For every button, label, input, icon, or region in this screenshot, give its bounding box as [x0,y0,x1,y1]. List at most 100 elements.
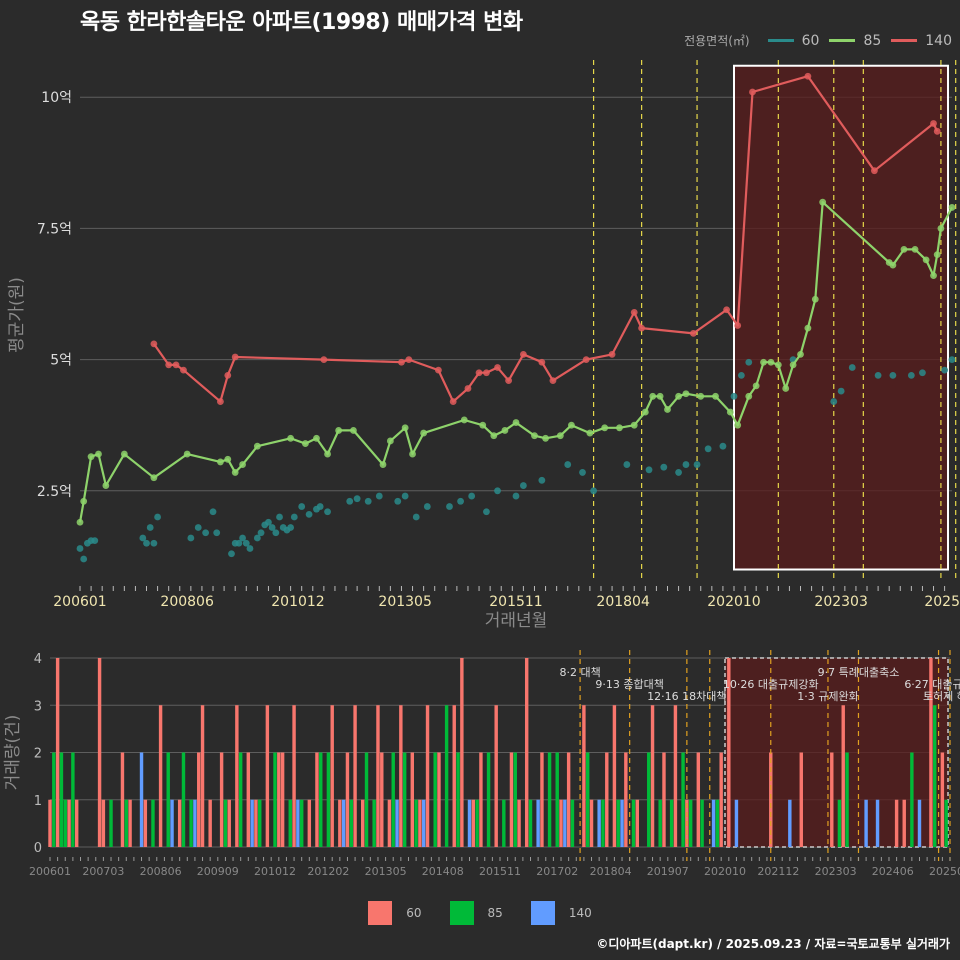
volume-bar-85 [837,799,842,847]
volume-bar-140 [170,799,174,847]
volume-bar-60 [128,799,132,847]
volume-bar-60 [330,705,334,847]
volume-bar-140 [875,799,880,847]
point-85 [804,324,812,332]
point-85 [335,427,343,434]
volume-bar-60 [307,799,312,847]
volume-bar-85 [845,752,849,847]
point-85 [937,225,945,232]
point-60 [446,503,453,510]
point-85 [697,392,705,400]
volume-bar-140 [395,799,399,847]
volume-bar-85 [944,799,948,847]
point-85 [239,461,246,468]
volume-bar-85 [349,799,353,847]
chart-title: 옥동 한라한솔타운 아파트(1998) 매매가격 변화 [80,10,523,35]
point-60 [235,539,243,547]
volume-bar-60 [353,705,357,847]
volume-bar-60 [246,752,251,847]
point-60 [889,371,897,379]
volume-bar-60 [338,799,342,847]
point-85 [900,246,908,253]
point-85 [760,358,767,366]
volume-bar-60 [635,799,639,847]
volume-xtick-label: 201702 [536,865,578,878]
volume-bar-60 [410,752,414,847]
volume-bar-60 [120,752,125,847]
volume-bar-60 [380,752,384,847]
point-85 [664,406,671,413]
point-140 [582,356,590,364]
volume-xtick-label: 201804 [590,865,632,878]
volume-bar-60 [74,799,79,847]
volume-bar-85 [414,799,418,847]
volume-bar-85 [486,752,491,847]
volume-bar-85 [570,799,575,847]
point-85 [401,424,409,432]
volume-bar-85 [616,799,620,847]
point-60 [457,497,464,505]
point-140 [320,356,328,364]
point-60 [139,534,147,542]
volume-xtick-label: 200909 [197,865,239,878]
point-85 [386,437,394,445]
volume-bar-85 [700,799,704,847]
point-85 [811,295,819,303]
volume-bar-60 [605,752,609,847]
point-140 [150,340,158,348]
volume-bar-140 [711,799,716,847]
point-60 [483,508,490,516]
legend-line-140 [891,39,918,42]
point-60 [907,371,915,379]
volume-bar-60 [612,705,617,847]
volume-bar-60 [97,658,102,847]
volume-bar-85 [475,799,479,847]
point-140 [435,366,442,374]
point-85 [531,432,538,440]
point-60 [837,387,845,395]
volume-bar-85 [715,799,720,847]
point-85 [183,450,191,458]
volume-xtick-label: 201907 [647,865,689,878]
point-60 [375,492,383,500]
volume-xtick-label: 202010 [704,865,746,878]
policy-label: 8·2 대책 [559,666,600,679]
point-140 [804,72,812,80]
volume-xtick-label: 201305 [365,865,407,878]
point-85 [948,204,956,211]
volume-bar-60 [494,705,498,847]
point-85 [409,450,416,458]
point-85 [287,434,295,442]
volume-bar-85 [223,799,228,847]
point-85 [479,421,487,429]
point-85 [752,382,760,390]
price-xtick-label: 2025 [924,594,960,610]
volume-bar-60 [830,752,834,847]
volume-xtick-label: 201511 [479,865,521,878]
point-60 [682,461,690,468]
point-85 [120,450,128,458]
point-140 [224,371,232,379]
volume-bar-85 [647,752,651,847]
volume-bar-60 [509,752,514,847]
volume-legend-swatch-60 [368,901,393,925]
point-60 [675,469,682,476]
point-140 [494,364,501,371]
point-60 [242,539,250,547]
volume-bar-140 [250,799,254,847]
volume-legend-swatch-140 [530,901,555,925]
volume-bar-60 [902,799,906,847]
legend-item-60: 60 [767,33,819,49]
point-140 [538,358,546,366]
point-140 [231,353,239,361]
volume-bar-85 [326,752,331,847]
point-85 [712,392,719,400]
price-xtick-label: 201511 [489,594,542,610]
volume-bar-85 [681,752,685,847]
volume-bar-85 [109,799,113,847]
point-60 [623,461,631,468]
volume-bar-60 [662,752,666,847]
volume-bar-60 [197,752,201,847]
volume-bar-60 [425,705,430,847]
